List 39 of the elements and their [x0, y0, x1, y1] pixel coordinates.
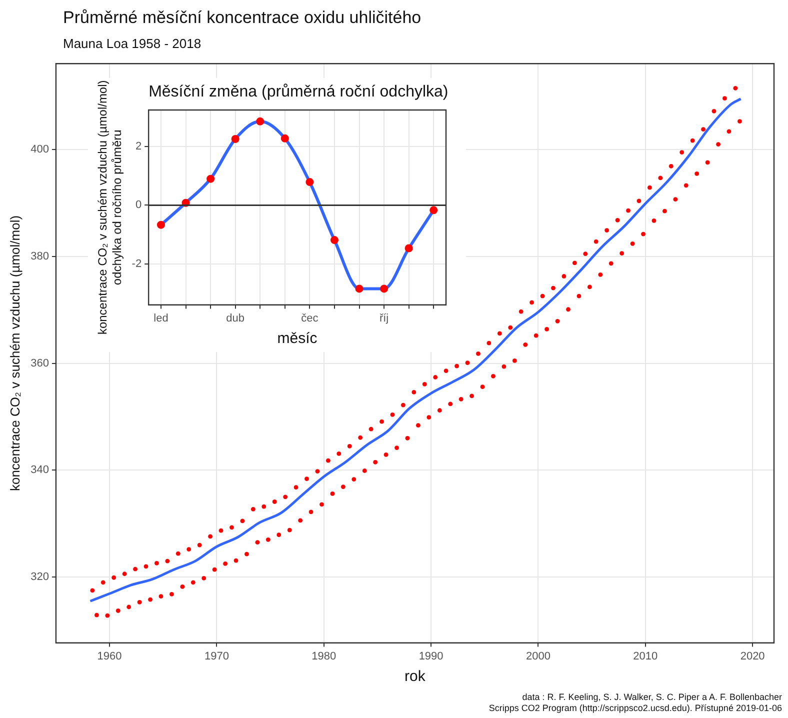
point [330, 236, 338, 244]
y-tick-label: 360 [30, 357, 49, 370]
point [206, 174, 215, 183]
x-tick-label: dub [226, 312, 245, 324]
x-tick-label: 1980 [312, 650, 336, 662]
point [256, 117, 264, 126]
x-tick-label: 2000 [526, 650, 550, 662]
y-axis-title: koncentrace CO₂ v suchém vzduchu (µmol/mol) odchylka od ročního průměru [96, 80, 124, 335]
y-axis-title: koncentrace CO₂ v suchém vzduchu (µmol/mol) [7, 215, 22, 491]
text: data : R. F. Keeling, S. J. Walker, S. C. Piper a A. F. Bollenbacher [521, 692, 782, 703]
point [156, 220, 165, 229]
point [355, 284, 364, 293]
chart-title: Průměrné měsíční koncentrace oxidu uhličitého [63, 8, 422, 28]
point [380, 284, 388, 293]
y-tick-label: 380 [30, 250, 49, 263]
y-tick-label: 320 [30, 571, 49, 584]
y-tick-label: -2 [132, 258, 142, 270]
x-tick-label: 2010 [633, 650, 658, 662]
x-tick-label: 2020 [740, 650, 765, 662]
x-tick-label: čec [301, 312, 319, 324]
x-tick-label: 1970 [204, 650, 229, 662]
y-tick-label: 2 [135, 140, 142, 153]
chart-subtitle: Mauna Loa 1958 - 2018 [63, 36, 202, 51]
y-tick-label: 340 [30, 464, 49, 476]
y-tick-label: 400 [30, 144, 49, 156]
y-tick-label: 0 [135, 199, 142, 212]
chart-title: Měsíční změna (průměrná roční odchylka) [148, 83, 448, 100]
x-axis-title: měsíc [277, 330, 318, 348]
x-tick-label: říj [379, 312, 389, 324]
x-axis-title: rok [404, 668, 426, 686]
point [280, 134, 289, 142]
text: Scripps CO2 Program (http://scrippsco2.ucsd.edu). Přístupné 2019-01-06 [488, 703, 782, 714]
point [306, 178, 314, 186]
point [430, 206, 438, 214]
point [231, 135, 240, 143]
point [404, 244, 413, 252]
x-tick-label: 1990 [418, 650, 444, 662]
x-tick-label: 1960 [97, 650, 122, 662]
x-tick-label: led [154, 312, 168, 324]
